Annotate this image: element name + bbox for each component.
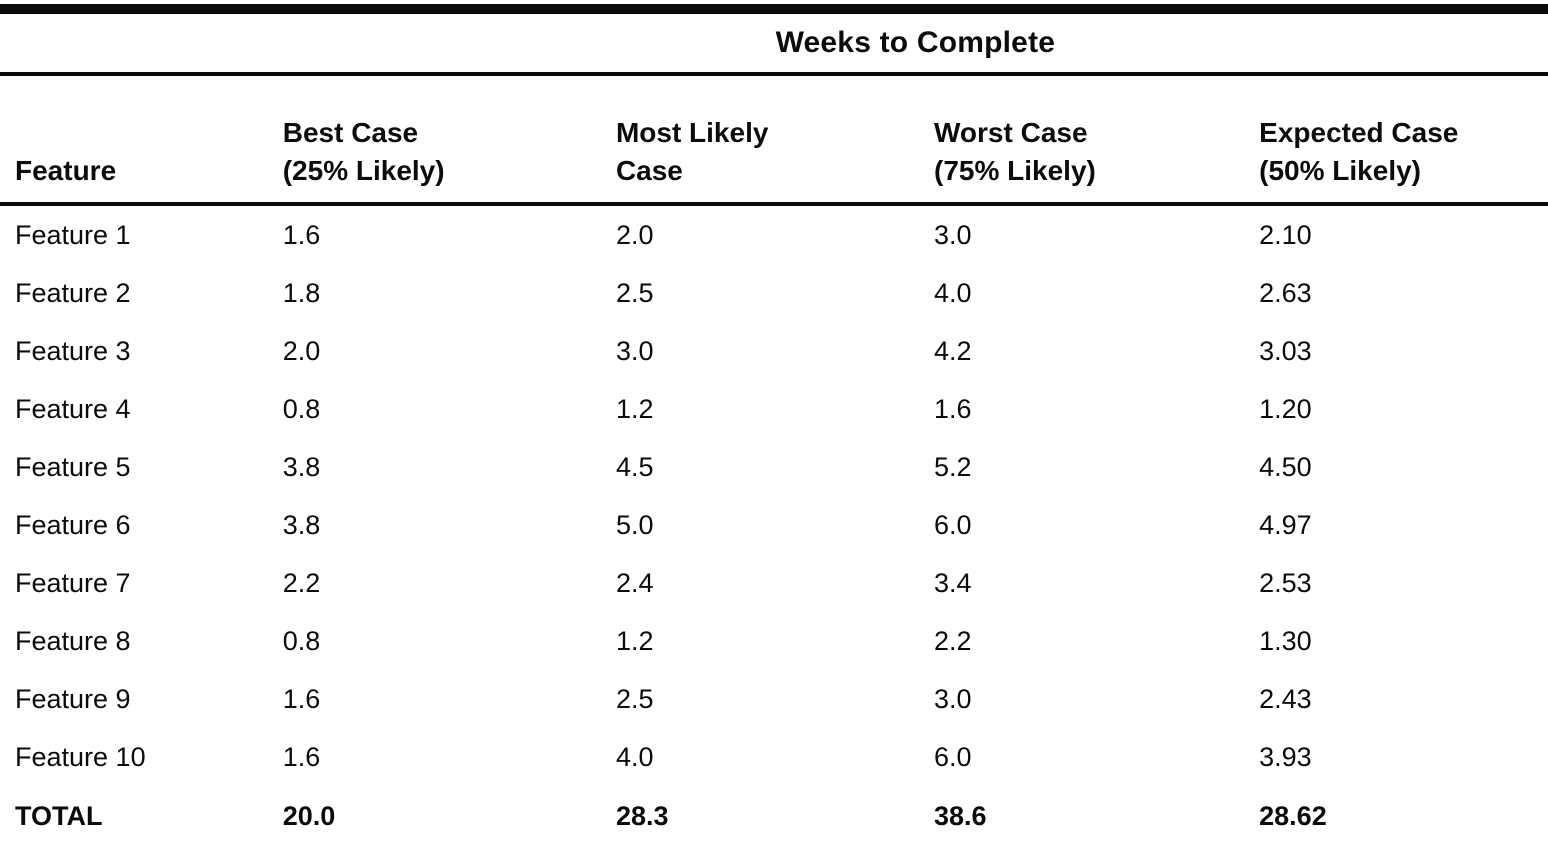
value-cell-best: 3.8 — [282, 451, 321, 482]
column-header-feature: Feature — [0, 74, 283, 206]
value-cell-expected: 4.50 — [1259, 451, 1312, 482]
value-cell-most: 4.5 — [615, 451, 654, 482]
feature-cell: Feature 7 — [15, 567, 131, 598]
value-cell-most: 1.2 — [615, 625, 654, 656]
value-cell-worst: 3.4 — [934, 567, 972, 598]
table-row: Feature 6 3.8 5.0 6.0 4.97 — [0, 496, 1548, 554]
value-cell-worst: 6.0 — [934, 509, 972, 540]
value-cell-most: 2.0 — [615, 219, 654, 250]
column-header-line: (75% Likely) — [934, 155, 1096, 187]
table-head: Weeks to Complete Feature Best Case (25% L… — [0, 9, 1548, 206]
feature-cell: Feature 6 — [15, 509, 131, 540]
value-cell-best: 1.8 — [282, 277, 321, 308]
feature-cell: Feature 9 — [15, 683, 131, 714]
value-cell-most: 3.0 — [615, 335, 654, 366]
value-cell-most: 28.3 — [615, 800, 669, 831]
feature-cell: Feature 10 — [15, 741, 146, 772]
value-cell-best: 3.8 — [282, 509, 321, 540]
weeks-to-complete-table: Weeks to Complete Feature Best Case (25% L… — [0, 4, 1548, 844]
value-cell-best: 20.0 — [282, 800, 336, 831]
value-cell-expected: 2.43 — [1259, 683, 1312, 714]
value-cell-expected: 2.63 — [1259, 277, 1312, 308]
value-cell-best: 1.6 — [282, 683, 321, 714]
value-cell-worst: 6.0 — [934, 741, 972, 772]
column-header-worst: Worst Case (75% Likely) — [934, 74, 1260, 206]
table-row: Feature 10 1.6 4.0 6.0 3.93 — [0, 728, 1548, 786]
column-header-line: Most Likely — [615, 117, 769, 149]
column-header-line: Best Case — [282, 117, 419, 149]
feature-cell: Feature 5 — [15, 451, 131, 482]
table-row: Feature 9 1.6 2.5 3.0 2.43 — [0, 670, 1548, 728]
value-cell-most: 2.5 — [615, 683, 654, 714]
value-cell-best: 0.8 — [282, 393, 321, 424]
table-row: Feature 3 2.0 3.0 4.2 3.03 — [0, 322, 1548, 380]
feature-cell: Feature 4 — [15, 393, 131, 424]
value-cell-best: 1.6 — [282, 219, 321, 250]
value-cell-expected: 2.53 — [1259, 567, 1312, 598]
value-cell-most: 5.0 — [615, 509, 654, 540]
column-header-best: Best Case (25% Likely) — [282, 74, 616, 206]
value-cell-expected: 4.97 — [1259, 509, 1312, 540]
column-header-most: Most Likely Case — [615, 74, 934, 206]
table-row: Feature 2 1.8 2.5 4.0 2.63 — [0, 264, 1548, 322]
value-cell-expected: 1.20 — [1259, 393, 1312, 424]
value-cell-best: 2.0 — [282, 335, 321, 366]
table-spanner-title: Weeks to Complete — [282, 9, 1548, 76]
feature-cell: TOTAL — [15, 800, 103, 831]
feature-cell: Feature 8 — [15, 625, 131, 656]
column-header-expected: Expected Case (50% Likely) — [1259, 74, 1548, 206]
total-row: TOTAL 20.0 28.3 38.6 28.62 — [0, 786, 1548, 844]
value-cell-most: 2.4 — [615, 567, 654, 598]
table-body: Feature 1 1.6 2.0 3.0 2.10 Feature 2 1.8 2.5 4.0… — [0, 204, 1548, 844]
value-cell-expected: 28.62 — [1259, 800, 1327, 831]
column-header-line: (25% Likely) — [282, 155, 445, 187]
value-cell-worst: 2.2 — [934, 625, 972, 656]
column-header-row: Feature Best Case (25% Likely) Most Likely C… — [0, 74, 1548, 206]
value-cell-expected: 3.93 — [1259, 741, 1312, 772]
value-cell-most: 2.5 — [615, 277, 654, 308]
spanner-row: Weeks to Complete — [0, 9, 1548, 76]
table-row: Feature 1 1.6 2.0 3.0 2.10 — [0, 204, 1548, 264]
spanner-empty-cell — [0, 9, 283, 76]
feature-cell: Feature 2 — [15, 277, 131, 308]
feature-cell: Feature 1 — [15, 219, 131, 250]
value-cell-best: 2.2 — [282, 567, 321, 598]
table-row: Feature 5 3.8 4.5 5.2 4.50 — [0, 438, 1548, 496]
column-header-line: Worst Case — [934, 117, 1088, 149]
table-row: Feature 8 0.8 1.2 2.2 1.30 — [0, 612, 1548, 670]
value-cell-worst: 3.0 — [934, 219, 972, 250]
table-row: Feature 4 0.8 1.2 1.6 1.20 — [0, 380, 1548, 438]
value-cell-worst: 38.6 — [934, 800, 987, 831]
value-cell-worst: 3.0 — [934, 683, 972, 714]
value-cell-expected: 3.03 — [1259, 335, 1312, 366]
column-header-line: (50% Likely) — [1259, 155, 1421, 187]
value-cell-worst: 4.2 — [934, 335, 972, 366]
column-header-line: Feature — [15, 155, 117, 187]
value-cell-best: 1.6 — [282, 741, 321, 772]
column-header-line: Case — [615, 155, 683, 187]
value-cell-most: 1.2 — [615, 393, 654, 424]
value-cell-worst: 1.6 — [934, 393, 972, 424]
feature-cell: Feature 3 — [15, 335, 131, 366]
value-cell-expected: 1.30 — [1259, 625, 1312, 656]
value-cell-best: 0.8 — [282, 625, 321, 656]
value-cell-worst: 5.2 — [934, 451, 972, 482]
value-cell-worst: 4.0 — [934, 277, 972, 308]
table-row: Feature 7 2.2 2.4 3.4 2.53 — [0, 554, 1548, 612]
column-header-line: Expected Case — [1259, 117, 1459, 149]
value-cell-most: 4.0 — [615, 741, 654, 772]
value-cell-expected: 2.10 — [1259, 219, 1312, 250]
